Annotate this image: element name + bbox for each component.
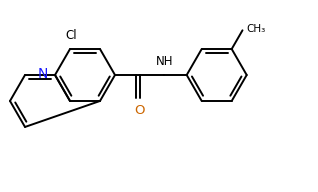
Text: N: N — [38, 67, 48, 81]
Text: CH₃: CH₃ — [246, 24, 266, 34]
Text: Cl: Cl — [65, 29, 77, 42]
Text: NH: NH — [156, 55, 173, 68]
Text: O: O — [134, 104, 145, 117]
